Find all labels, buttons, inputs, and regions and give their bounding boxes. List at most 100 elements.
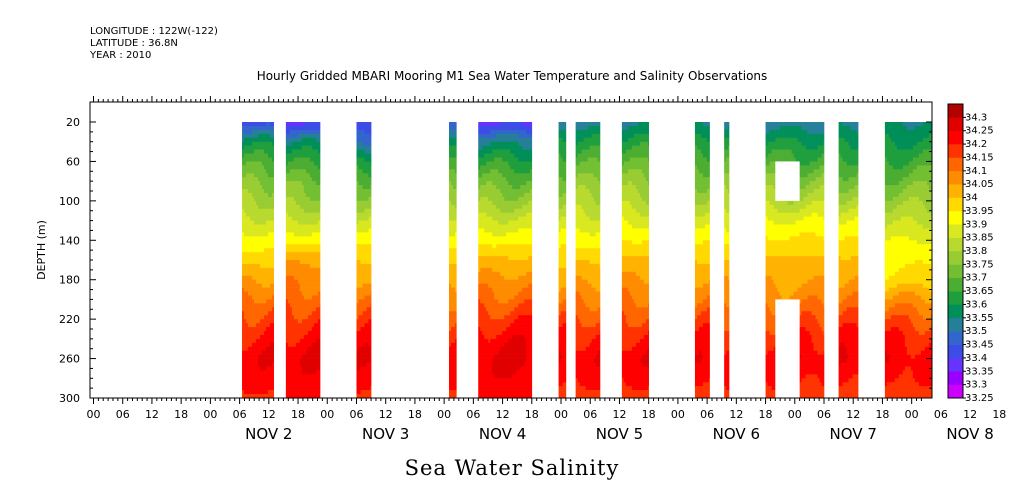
heatmap-cell <box>486 200 489 206</box>
heatmap-cell <box>270 382 273 387</box>
heatmap-cell <box>317 342 321 348</box>
heatmap-cell <box>285 303 289 308</box>
heatmap-cell <box>368 248 371 253</box>
heatmap-cell <box>256 358 259 363</box>
heatmap-cell <box>478 374 481 379</box>
heatmap-cell <box>250 216 253 221</box>
heatmap-cell <box>528 165 531 170</box>
heatmap-cell <box>266 358 269 363</box>
heatmap-cell <box>309 374 313 379</box>
heatmap-cell <box>358 228 361 233</box>
heatmap-cell <box>362 311 365 316</box>
heatmap-cell <box>484 338 487 344</box>
heatmap-cell <box>272 374 274 379</box>
heatmap-cell <box>262 165 265 170</box>
heatmap-cell <box>289 192 293 198</box>
heatmap-cell <box>506 354 509 359</box>
heatmap-cell <box>256 220 259 225</box>
heatmap-cell <box>297 248 301 253</box>
heatmap-cell <box>368 165 371 170</box>
heatmap-cell <box>285 149 289 154</box>
heatmap-cell <box>268 208 271 213</box>
heatmap-cell <box>313 177 317 182</box>
heatmap-cell <box>451 165 454 170</box>
heatmap-cell <box>494 228 497 233</box>
heatmap-cell <box>307 295 311 300</box>
heatmap-cell <box>522 382 525 387</box>
heatmap-cell <box>524 315 527 320</box>
heatmap-cell <box>289 161 293 166</box>
heatmap-cell <box>307 220 311 225</box>
heatmap-cell <box>246 228 249 233</box>
heatmap-cell <box>510 181 513 186</box>
heatmap-cell <box>297 307 301 312</box>
heatmap-cell <box>480 260 483 265</box>
heatmap-cell <box>366 165 369 170</box>
heatmap-cell <box>520 157 523 162</box>
heatmap-cell <box>484 315 487 320</box>
heatmap-cell <box>305 141 309 146</box>
heatmap-cell <box>502 263 505 269</box>
heatmap-cell <box>254 378 257 383</box>
heatmap-cell <box>506 236 509 241</box>
heatmap-cell <box>260 291 263 296</box>
heatmap-cell <box>455 295 457 300</box>
heatmap-cell <box>307 338 311 344</box>
heatmap-cell <box>258 204 261 210</box>
heatmap-cell <box>364 295 367 300</box>
heatmap-cell <box>293 279 297 284</box>
heatmap-cell <box>494 319 497 324</box>
heatmap-cell <box>482 330 485 336</box>
heatmap-cell <box>303 260 307 265</box>
heatmap-cell <box>490 350 493 355</box>
heatmap-cell <box>266 311 269 316</box>
heatmap-cell <box>496 307 499 312</box>
heatmap-cell <box>248 196 251 202</box>
heatmap-cell <box>522 161 525 166</box>
heatmap-cell <box>512 169 515 174</box>
heatmap-cell <box>508 244 511 249</box>
heatmap-cell <box>496 252 499 257</box>
heatmap-cell <box>285 145 289 150</box>
heatmap-cell <box>287 394 291 399</box>
heatmap-cell <box>254 350 257 355</box>
heatmap-cell <box>295 228 299 233</box>
heatmap-cell <box>504 370 507 375</box>
heatmap-cell <box>264 299 267 304</box>
heatmap-cell <box>301 177 305 182</box>
heatmap-cell <box>315 334 319 340</box>
heatmap-cell <box>512 287 515 292</box>
heatmap-cell <box>256 271 259 277</box>
heatmap-cell <box>449 157 452 162</box>
heatmap-cell <box>270 260 273 265</box>
heatmap-cell <box>526 153 529 158</box>
heatmap-cell <box>520 145 523 150</box>
heatmap-cell <box>451 157 454 162</box>
heatmap-cell <box>480 252 483 257</box>
heatmap-cell <box>494 311 497 316</box>
heatmap-cell <box>455 141 457 146</box>
heatmap-cell <box>370 287 372 292</box>
heatmap-cell <box>524 267 527 273</box>
heatmap-cell <box>455 236 457 241</box>
heatmap-cell <box>291 315 295 320</box>
heatmap-cell <box>504 137 507 143</box>
heatmap-cell <box>455 307 457 312</box>
heatmap-cell <box>293 291 297 296</box>
heatmap-cell <box>303 145 307 150</box>
heatmap-cell <box>262 204 265 210</box>
heatmap-cell <box>512 315 515 320</box>
heatmap-cell <box>520 200 523 206</box>
heatmap-cell <box>244 378 247 383</box>
heatmap-cell <box>272 252 274 257</box>
heatmap-cell <box>500 157 503 162</box>
heatmap-cell <box>498 192 501 198</box>
heatmap-cell <box>524 378 527 383</box>
heatmap-cell <box>360 366 363 371</box>
heatmap-cell <box>305 181 309 186</box>
heatmap-cell <box>252 267 255 273</box>
heatmap-cell <box>360 374 363 379</box>
heatmap-cell <box>370 334 372 340</box>
heatmap-cell <box>490 263 493 269</box>
heatmap-cell <box>260 378 263 383</box>
